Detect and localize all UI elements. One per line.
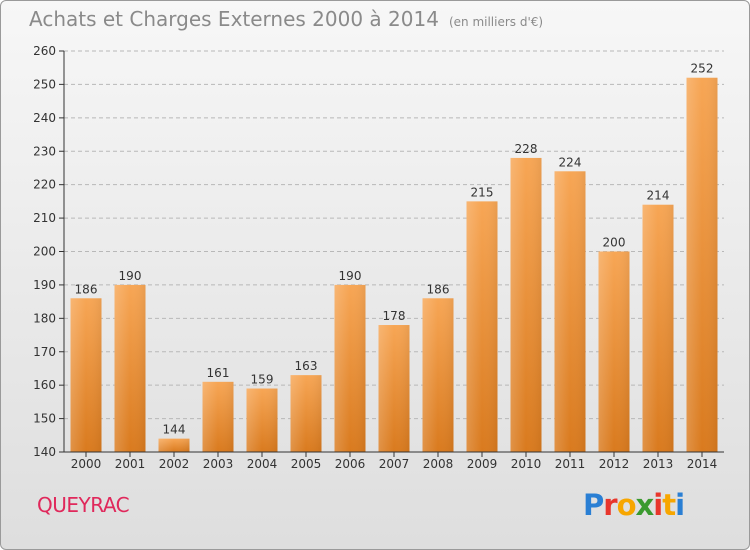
logo-letter: i	[675, 488, 685, 522]
data-label: 252	[691, 62, 714, 76]
bar-shine	[290, 375, 322, 452]
data-label: 161	[207, 366, 230, 380]
data-label: 214	[647, 189, 670, 203]
x-tick-label: 2000	[71, 457, 102, 471]
bar-shine	[598, 251, 630, 452]
x-tick-label: 2001	[115, 457, 146, 471]
bar-shine	[510, 157, 542, 452]
data-label: 190	[119, 269, 142, 283]
y-tick-label: 170	[33, 345, 56, 359]
commune-name: QUEYRAC	[37, 493, 130, 517]
y-tick-label: 220	[33, 178, 56, 192]
x-tick-label: 2004	[247, 457, 278, 471]
x-tick-label: 2002	[159, 457, 190, 471]
x-tick-label: 2008	[423, 457, 454, 471]
bar-shine	[378, 325, 410, 452]
y-tick-label: 230	[33, 144, 56, 158]
data-label: 163	[295, 359, 318, 373]
data-label: 190	[339, 269, 362, 283]
data-label: 215	[471, 185, 494, 199]
data-label: 186	[427, 282, 450, 296]
x-tick-label: 2005	[291, 457, 322, 471]
bar-shine	[686, 77, 718, 452]
logo-letter: x	[635, 488, 655, 522]
y-tick-label: 250	[33, 77, 56, 91]
data-label: 224	[559, 155, 582, 169]
bar-shine	[246, 388, 278, 452]
bar-shine	[466, 201, 498, 452]
bar-shine	[70, 298, 102, 452]
x-tick-label: 2007	[379, 457, 410, 471]
logo-letter: P	[583, 488, 604, 522]
y-tick-label: 140	[33, 445, 56, 459]
bar-shine	[114, 284, 146, 452]
logo-letter: o	[616, 488, 637, 522]
bars	[70, 77, 718, 453]
y-tick-label: 150	[33, 412, 56, 426]
x-tick-label: 2006	[335, 457, 366, 471]
data-label: 186	[75, 282, 98, 296]
y-tick-label: 180	[33, 311, 56, 325]
bar-shine	[202, 381, 234, 452]
data-labels: 186 190 144 161 159 163 190 178 186 215 228 224 200 2…	[75, 62, 714, 437]
axes	[63, 51, 724, 453]
y-tick-label: 200	[33, 245, 56, 259]
chart-unit: (en milliers d'€)	[448, 15, 544, 29]
x-tick-label: 2011	[555, 457, 586, 471]
x-tick-label: 2012	[599, 457, 630, 471]
chart-title: Achats et Charges Externes 2000 à 2014 (e…	[29, 7, 543, 31]
x-tick-label: 2010	[511, 457, 542, 471]
y-axis-ticks: 140 150 160 170 180 190 200 210 220 230 240 250 260	[33, 44, 64, 459]
bar-shine	[422, 298, 454, 452]
bar-shine	[158, 438, 190, 452]
bar-shine	[554, 171, 586, 453]
x-tick-label: 2013	[643, 457, 674, 471]
bar-shine	[334, 284, 366, 452]
logo-letter: i	[653, 488, 663, 522]
logo-letter: t	[662, 488, 676, 522]
data-label: 159	[251, 373, 274, 387]
data-label: 144	[163, 423, 186, 437]
x-tick-label: 2003	[203, 457, 234, 471]
y-tick-label: 260	[33, 44, 56, 58]
data-label: 200	[603, 236, 626, 250]
proxiti-logo: Proxiti	[583, 488, 685, 522]
x-tick-label: 2014	[687, 457, 718, 471]
y-tick-label: 210	[33, 211, 56, 225]
x-tick-label: 2009	[467, 457, 498, 471]
y-tick-label: 160	[33, 378, 56, 392]
data-label: 228	[515, 142, 538, 156]
data-label: 178	[383, 309, 406, 323]
chart-title-text: Achats et Charges Externes 2000 à 2014	[29, 7, 439, 31]
y-tick-label: 240	[33, 111, 56, 125]
logo-letter: r	[603, 488, 617, 522]
bar-shine	[642, 204, 674, 452]
x-axis-ticks: 2000 2001 2002 2003 2004 2005 2006 2007 2008 2009…	[71, 452, 718, 471]
y-tick-label: 190	[33, 278, 56, 292]
